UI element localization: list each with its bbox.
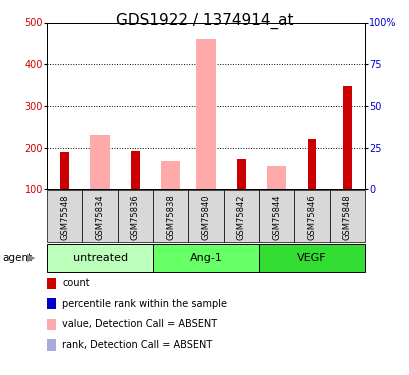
Text: GSM75840: GSM75840 [201,194,210,240]
Text: count: count [62,278,90,288]
Bar [161,161,180,189]
Bar [188,190,223,242]
Text: VEGF: VEGF [297,253,326,263]
Bar [60,152,69,189]
Text: GSM75846: GSM75846 [307,194,316,240]
Text: value, Detection Call = ABSENT: value, Detection Call = ABSENT [62,320,217,329]
Bar [329,190,364,242]
Bar [131,151,139,189]
Bar [47,244,153,272]
Bar [236,159,245,189]
Text: GDS1922 / 1374914_at: GDS1922 / 1374914_at [116,13,293,29]
Bar [294,190,329,242]
Text: Ang-1: Ang-1 [189,253,222,263]
Text: GSM75834: GSM75834 [95,194,104,240]
Bar [342,86,351,189]
Text: rank, Detection Call = ABSENT: rank, Detection Call = ABSENT [62,340,212,350]
Text: untreated: untreated [72,253,127,263]
Text: agent: agent [2,253,32,263]
Text: GSM75836: GSM75836 [130,194,139,240]
Bar [307,140,315,189]
Text: GSM75548: GSM75548 [60,194,69,240]
Bar [258,190,294,242]
Text: ▶: ▶ [27,253,36,263]
Bar [153,244,258,272]
Text: GSM75844: GSM75844 [272,194,281,240]
Bar [117,190,153,242]
Text: GSM75842: GSM75842 [236,194,245,240]
Text: GSM75848: GSM75848 [342,194,351,240]
Bar [82,190,117,242]
Bar [153,190,188,242]
Bar [47,190,82,242]
Bar [258,244,364,272]
Text: percentile rank within the sample: percentile rank within the sample [62,299,227,309]
Bar [266,166,285,189]
Text: GSM75838: GSM75838 [166,194,175,240]
Bar [223,190,258,242]
Bar [196,39,215,189]
Bar [90,135,110,189]
